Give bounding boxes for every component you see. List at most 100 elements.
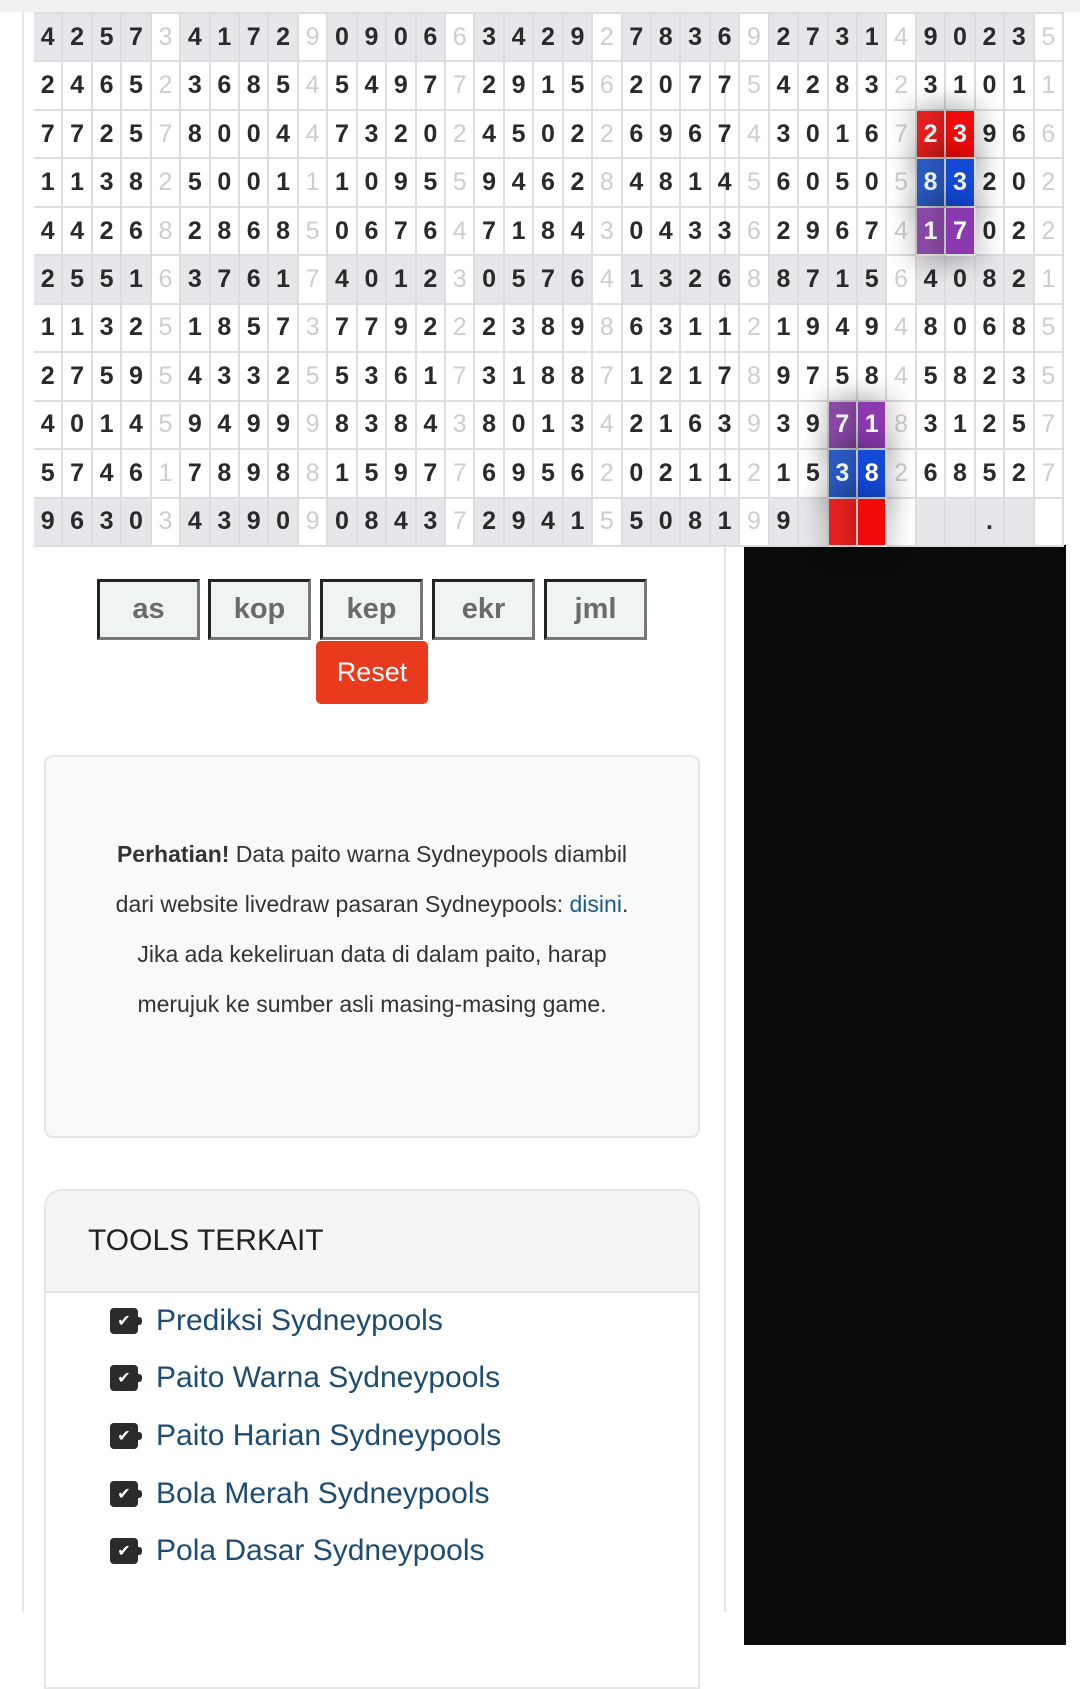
grid-highlight-cell[interactable]: 7 [946,207,976,257]
grid-cell[interactable]: 0 [622,207,652,257]
grid-cell[interactable]: 8 [534,304,564,354]
grid-cell[interactable]: 0 [240,159,270,208]
grid-cell[interactable]: 7 [181,450,211,499]
grid-cell[interactable]: 8 [946,450,976,499]
grid-cell[interactable]: 8 [916,304,947,354]
grid-cell[interactable]: 6 [681,110,711,160]
grid-cell[interactable]: 2 [34,256,64,305]
grid-cell[interactable]: 6 [828,207,858,257]
grid-cell[interactable]: 0 [357,159,388,208]
grid-separator-cell[interactable]: 7 [1034,401,1064,451]
grid-cell[interactable]: 4 [916,256,947,305]
grid-cell[interactable]: 3 [210,353,240,402]
grid-cell[interactable]: 9 [269,401,299,451]
grid-cell[interactable]: 9 [769,498,800,547]
grid-cell[interactable]: 8 [475,401,505,451]
grid-cell[interactable]: 3 [916,401,947,451]
grid-cell[interactable]: 8 [946,353,976,402]
grid-cell[interactable]: 0 [946,304,976,354]
grid-separator-cell[interactable]: 6 [887,256,917,305]
grid-separator-cell[interactable]: 2 [446,304,476,354]
grid-cell[interactable]: 9 [563,14,594,63]
grid-separator-cell[interactable]: 8 [298,450,329,499]
grid-cell[interactable]: 0 [652,498,682,547]
grid-cell[interactable]: 6 [240,256,270,305]
grid-cell[interactable]: 2 [769,14,800,63]
grid-cell[interactable]: 4 [828,304,858,354]
grid-cell[interactable]: 0 [357,256,388,305]
tools-link-label[interactable]: Paito Warna Sydneypools [156,1361,501,1394]
grid-cell[interactable]: 5 [328,62,358,111]
grid-cell[interactable]: 8 [122,159,152,208]
tools-link-label[interactable]: Paito Harian Sydneypools [156,1419,502,1452]
grid-cell[interactable]: 9 [475,159,505,208]
grid-cell[interactable]: 5 [416,159,446,208]
grid-cell[interactable]: 8 [534,353,564,402]
grid-cell[interactable]: 0 [622,450,652,499]
grid-highlight-cell[interactable]: 8 [858,450,888,499]
grid-cell[interactable]: 3 [710,207,741,257]
grid-cell[interactable]: 7 [534,256,564,305]
grid-separator-cell[interactable]: 2 [593,450,623,499]
grid-separator-cell[interactable]: 1 [1034,256,1064,305]
grid-separator-cell[interactable]: 4 [887,304,917,354]
grid-cell[interactable]: 1 [622,353,652,402]
grid-cell[interactable]: 3 [858,62,888,111]
grid-cell[interactable]: 1 [387,256,417,305]
grid-separator-cell[interactable]: 7 [298,256,329,305]
grid-separator-cell[interactable]: 5 [151,401,182,451]
grid-separator-cell[interactable]: 5 [298,353,329,402]
grid-cell[interactable]: 3 [1005,14,1035,63]
grid-cell[interactable]: 0 [975,62,1006,111]
source-link[interactable]: disini [569,891,622,917]
grid-separator-cell[interactable]: 6 [740,207,770,257]
grid-cell[interactable]: 8 [1005,304,1035,354]
grid-cell[interactable]: 3 [181,62,211,111]
grid-separator-cell[interactable]: 1 [1034,62,1064,111]
grid-cell[interactable]: 1 [269,256,299,305]
grid-cell[interactable]: 1 [63,159,93,208]
grid-cell[interactable]: 0 [946,14,976,63]
grid-cell[interactable]: 2 [416,304,446,354]
grid-cell[interactable]: 1 [92,401,123,451]
grid-separator-cell[interactable]: 8 [593,304,623,354]
grid-cell[interactable]: 9 [504,450,535,499]
grid-cell[interactable]: 7 [710,353,741,402]
grid-cell[interactable]: 7 [210,256,240,305]
grid-cell[interactable]: 0 [1005,159,1035,208]
grid-cell[interactable]: 2 [1005,207,1035,257]
grid-cell[interactable]: 2 [34,353,64,402]
grid-cell[interactable]: 5 [122,62,152,111]
grid-cell[interactable]: 6 [63,498,93,547]
grid-separator-cell[interactable]: 9 [298,401,329,451]
grid-cell[interactable]: 3 [504,304,535,354]
ekr-button[interactable]: ekr [432,579,535,640]
grid-cell[interactable]: 3 [681,207,711,257]
grid-separator-cell[interactable]: 5 [298,207,329,257]
grid-cell[interactable]: 7 [328,110,358,160]
grid-cell[interactable]: 5 [534,450,564,499]
grid-cell[interactable] [799,498,829,547]
grid-cell[interactable]: 8 [858,353,888,402]
grid-cell[interactable]: 0 [946,256,976,305]
grid-highlight-cell[interactable]: 2 [916,110,947,160]
grid-cell[interactable]: 7 [681,62,711,111]
grid-cell[interactable]: 2 [387,110,417,160]
grid-cell[interactable]: 7 [416,62,446,111]
grid-cell[interactable]: 5 [269,62,299,111]
grid-cell[interactable]: 8 [240,62,270,111]
tools-link-item[interactable]: ✔ Prediksi Sydneypools [110,1304,443,1338]
grid-separator-cell[interactable]: 5 [446,159,476,208]
grid-cell[interactable]: 2 [34,62,64,111]
grid-separator-cell[interactable]: 1 [298,159,329,208]
grid-cell[interactable]: 7 [475,207,505,257]
grid-cell[interactable]: 1 [681,304,711,354]
grid-separator-cell[interactable]: 4 [593,256,623,305]
grid-cell[interactable]: 3 [710,401,741,451]
grid-cell[interactable]: 2 [475,62,505,111]
grid-cell[interactable]: 7 [34,110,64,160]
grid-cell[interactable]: 7 [63,110,93,160]
grid-separator-cell[interactable]: 7 [446,498,476,547]
grid-separator-cell[interactable]: 3 [151,14,182,63]
grid-highlight-cell[interactable]: 7 [828,401,858,451]
